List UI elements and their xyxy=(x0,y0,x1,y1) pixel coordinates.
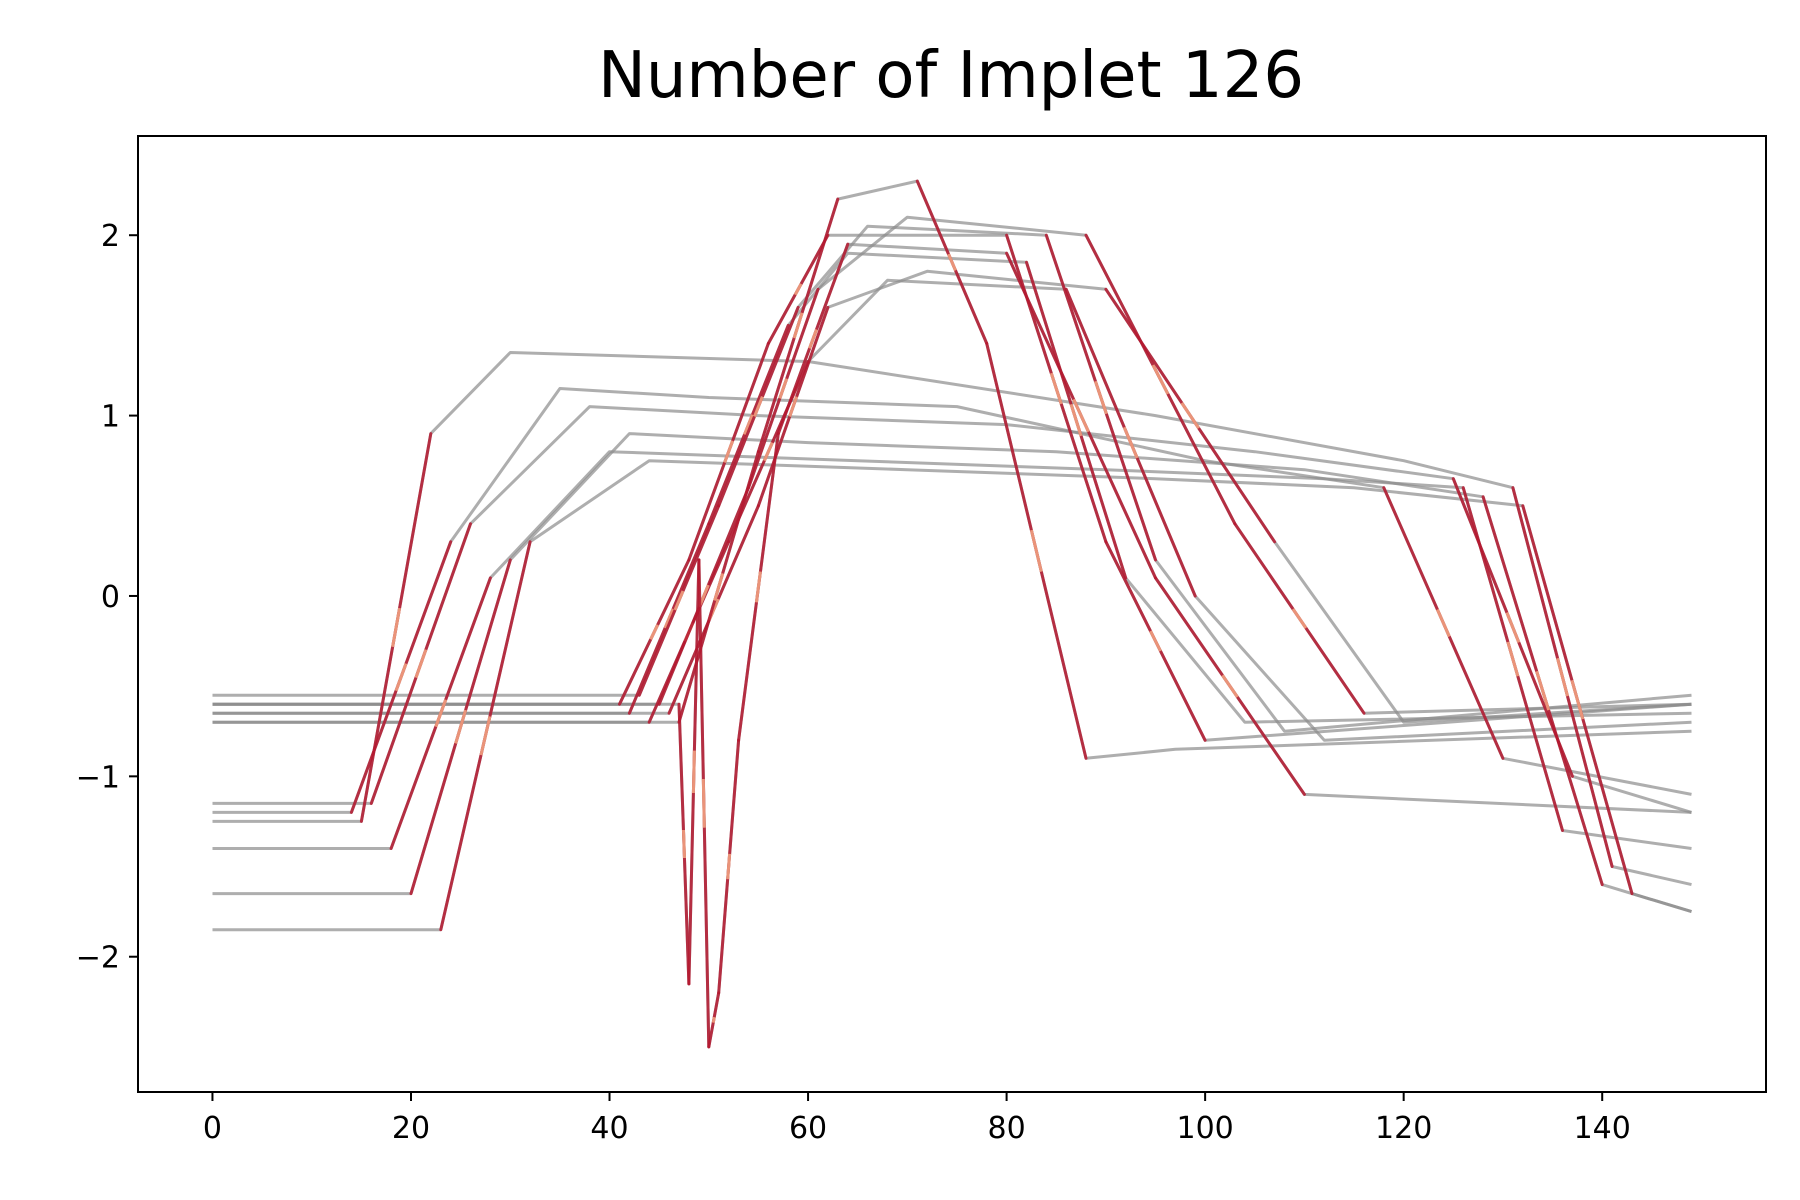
series-layer xyxy=(212,179,1692,1049)
x-tick-label-2: 40 xyxy=(590,1111,628,1146)
implet-accent-8-2 xyxy=(753,396,764,418)
implet-accent-9-2 xyxy=(763,441,774,462)
x-tick-label-4: 80 xyxy=(988,1111,1026,1146)
implet-accent-1-1 xyxy=(414,649,428,679)
implet-accent-12-1 xyxy=(713,572,725,601)
implet-accent-8-5 xyxy=(1093,380,1108,415)
y-tick-label-2: 0 xyxy=(101,580,120,615)
implet-accent-9-5 xyxy=(1122,426,1139,459)
implet-accent-11-2 xyxy=(788,396,799,417)
x-tick-label-0: 0 xyxy=(203,1111,222,1146)
implet-accent-12-4 xyxy=(947,253,957,271)
implet-accent-5-7 xyxy=(1556,657,1569,697)
plot-frame xyxy=(137,135,1767,1093)
implet-accent-10-6 xyxy=(1291,608,1308,629)
implet-accent-6-6 xyxy=(1149,630,1162,652)
y-tick-label-1: −1 xyxy=(76,760,120,795)
implet-accent-12-5 xyxy=(1029,529,1043,572)
x-tick-label-6: 120 xyxy=(1375,1111,1432,1146)
implet-accent-8-1 xyxy=(673,590,685,611)
x-tick-label-3: 60 xyxy=(789,1111,827,1146)
implet-accent-13-4 xyxy=(711,1016,716,1023)
implet-accent-13-2 xyxy=(691,750,696,794)
implet-accent-7-1 xyxy=(663,608,675,629)
implet-accent-0-7 xyxy=(1436,608,1451,638)
implet-accent-6-3 xyxy=(793,283,803,296)
axes-layer: 0 20 40 60 80 100 120 140 −2 −1 0 1 2 xyxy=(76,219,1631,1146)
x-tick-label-5: 100 xyxy=(1177,1111,1234,1146)
implet-accent-2-7 xyxy=(1535,670,1551,711)
implet-accent-4-1 xyxy=(434,699,448,728)
y-tick-label-0: −2 xyxy=(76,941,120,976)
implet-accent-0-1 xyxy=(394,663,408,692)
implet-accent-7-5 xyxy=(1069,403,1083,437)
implet-accent-4-7 xyxy=(1506,641,1520,677)
implet-accent-13-1 xyxy=(682,829,686,859)
implet-accent-13-6 xyxy=(754,571,762,603)
implet-accent-5-1 xyxy=(391,607,402,648)
x-tick-label-1: 20 xyxy=(392,1111,430,1146)
implet-accent-2-1 xyxy=(454,709,468,744)
chart-title: Number of Implet 126 xyxy=(598,39,1304,113)
implet-accent-10-2 xyxy=(778,378,789,399)
implet-accent-3-1 xyxy=(479,716,492,756)
implet-accent-10-5 xyxy=(1151,364,1170,395)
implet-accent-13-3 xyxy=(701,778,706,828)
implet-accent-13-9 xyxy=(1072,398,1090,433)
implet-accent-6-5 xyxy=(1049,372,1063,405)
y-tick-label-3: 1 xyxy=(101,400,120,435)
x-tick-label-7: 140 xyxy=(1574,1111,1631,1146)
implet-accent-1-7 xyxy=(1505,612,1521,643)
y-tick-label-4: 2 xyxy=(101,219,120,254)
implet-accent-13-7 xyxy=(808,328,818,349)
implet-accent-3-7 xyxy=(1570,679,1585,720)
implet-accent-7-2 xyxy=(743,414,754,436)
implet-accent-13-5 xyxy=(726,853,732,880)
implet-accent-11-5 xyxy=(1180,402,1200,430)
implet-accent-12-2 xyxy=(792,312,804,339)
implet-accent-13-10 xyxy=(1221,674,1239,698)
implet-accent-6-2 xyxy=(723,440,735,464)
implet-accent-6-1 xyxy=(649,624,660,640)
